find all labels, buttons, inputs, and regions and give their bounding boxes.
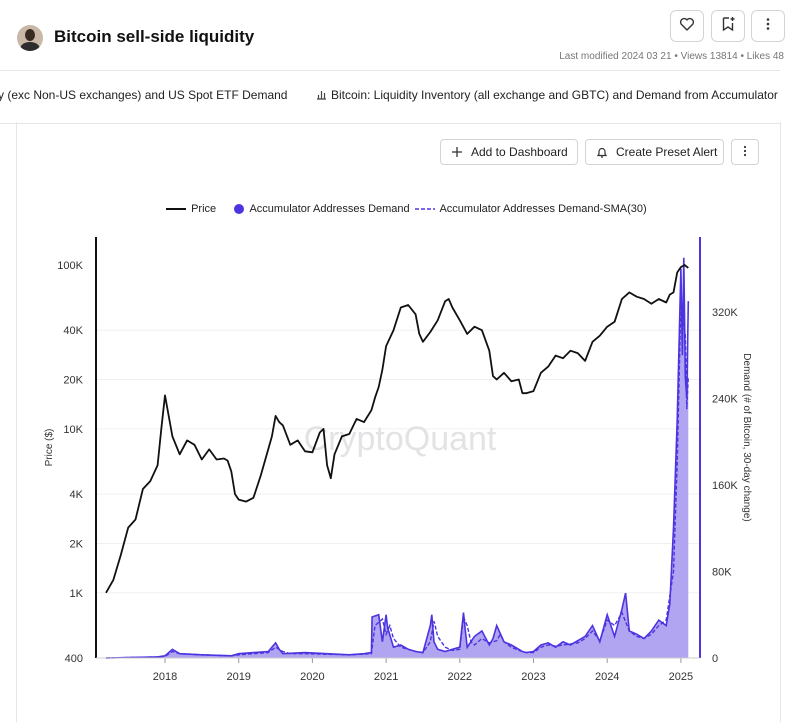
- price-line: [105, 264, 689, 594]
- x-tick-label: 2018: [153, 671, 177, 683]
- x-tick-label: 2020: [300, 671, 324, 683]
- chart-more-button[interactable]: [731, 139, 759, 165]
- y-left-tick-label: 4K: [70, 489, 84, 501]
- y-right-tick-label: 80K: [712, 566, 732, 578]
- chart-tabs: y (exc Non-US exchanges) and US Spot ETF…: [0, 70, 780, 124]
- y-left-tick-label: 40K: [63, 325, 83, 337]
- chart-card: [16, 122, 781, 722]
- y-left-tick-label: 2K: [70, 538, 84, 550]
- x-tick-label: 2021: [374, 671, 398, 683]
- legend-label: Accumulator Addresses Demand: [249, 203, 410, 215]
- y-left-tick-label: 100K: [57, 260, 83, 272]
- y-left-tick-label: 1K: [70, 588, 84, 600]
- page-title: Bitcoin sell-side liquidity: [54, 27, 255, 46]
- add-to-dashboard-button[interactable]: Add to Dashboard: [440, 139, 578, 165]
- legend-item-demand-sma[interactable]: Accumulator Addresses Demand-SMA(30): [415, 203, 647, 215]
- bookmark-add-icon: [720, 16, 736, 37]
- y-right-tick-label: 320K: [712, 307, 738, 319]
- more-options-button[interactable]: [751, 10, 785, 42]
- y-left-tick-label: 400: [65, 653, 83, 665]
- more-vertical-icon: [739, 144, 751, 161]
- bookmark-button[interactable]: [711, 10, 745, 42]
- legend-item-demand[interactable]: Accumulator Addresses Demand: [233, 203, 410, 215]
- plus-icon: [451, 146, 463, 158]
- tab-liquidity-inventory[interactable]: Bitcoin: Liquidity Inventory (all exchan…: [316, 88, 780, 103]
- tab-us-spot-etf-demand[interactable]: y (exc Non-US exchanges) and US Spot ETF…: [0, 88, 287, 102]
- add-to-dashboard-label: Add to Dashboard: [471, 145, 568, 159]
- x-tick-label: 2024: [595, 671, 619, 683]
- legend-label: Accumulator Addresses Demand-SMA(30): [439, 203, 647, 215]
- bell-icon: [596, 146, 608, 159]
- x-tick-label: 2023: [521, 671, 545, 683]
- tab-label: Bitcoin: Liquidity Inventory (all exchan…: [331, 88, 780, 102]
- demand-sma-line: [105, 301, 689, 659]
- legend-label: Price: [191, 203, 217, 215]
- create-preset-alert-button[interactable]: Create Preset Alert: [585, 139, 724, 165]
- watermark: CryptoQuant: [304, 420, 497, 458]
- tab-label: y (exc Non-US exchanges) and US Spot ETF…: [0, 88, 288, 102]
- y-left-tick-label: 20K: [63, 375, 83, 387]
- x-tick-label: 2025: [669, 671, 693, 683]
- y-right-tick-label: 0: [712, 653, 718, 665]
- bar-chart-icon: [316, 89, 327, 103]
- y-right-axis-title: Demand (# of Bitcoin, 30-day change): [741, 353, 752, 521]
- x-tick-label: 2019: [226, 671, 250, 683]
- y-right-tick-label: 240K: [712, 393, 738, 405]
- like-button[interactable]: [670, 10, 704, 42]
- header: Bitcoin sell-side liquidity Last modifie…: [0, 0, 800, 70]
- avatar[interactable]: [17, 25, 43, 51]
- page-meta: Last modified 2024 03 21 • Views 13814 •…: [559, 51, 784, 62]
- y-right-tick-label: 160K: [712, 480, 738, 492]
- create-preset-alert-label: Create Preset Alert: [616, 145, 718, 159]
- more-vertical-icon: [760, 16, 776, 37]
- legend-item-price[interactable]: Price: [166, 203, 216, 215]
- heart-icon: [679, 16, 695, 37]
- y-left-tick-label: 10K: [63, 424, 83, 436]
- demand-line: [105, 257, 690, 659]
- y-left-axis-title: Price ($): [44, 429, 55, 467]
- x-tick-label: 2022: [448, 671, 472, 683]
